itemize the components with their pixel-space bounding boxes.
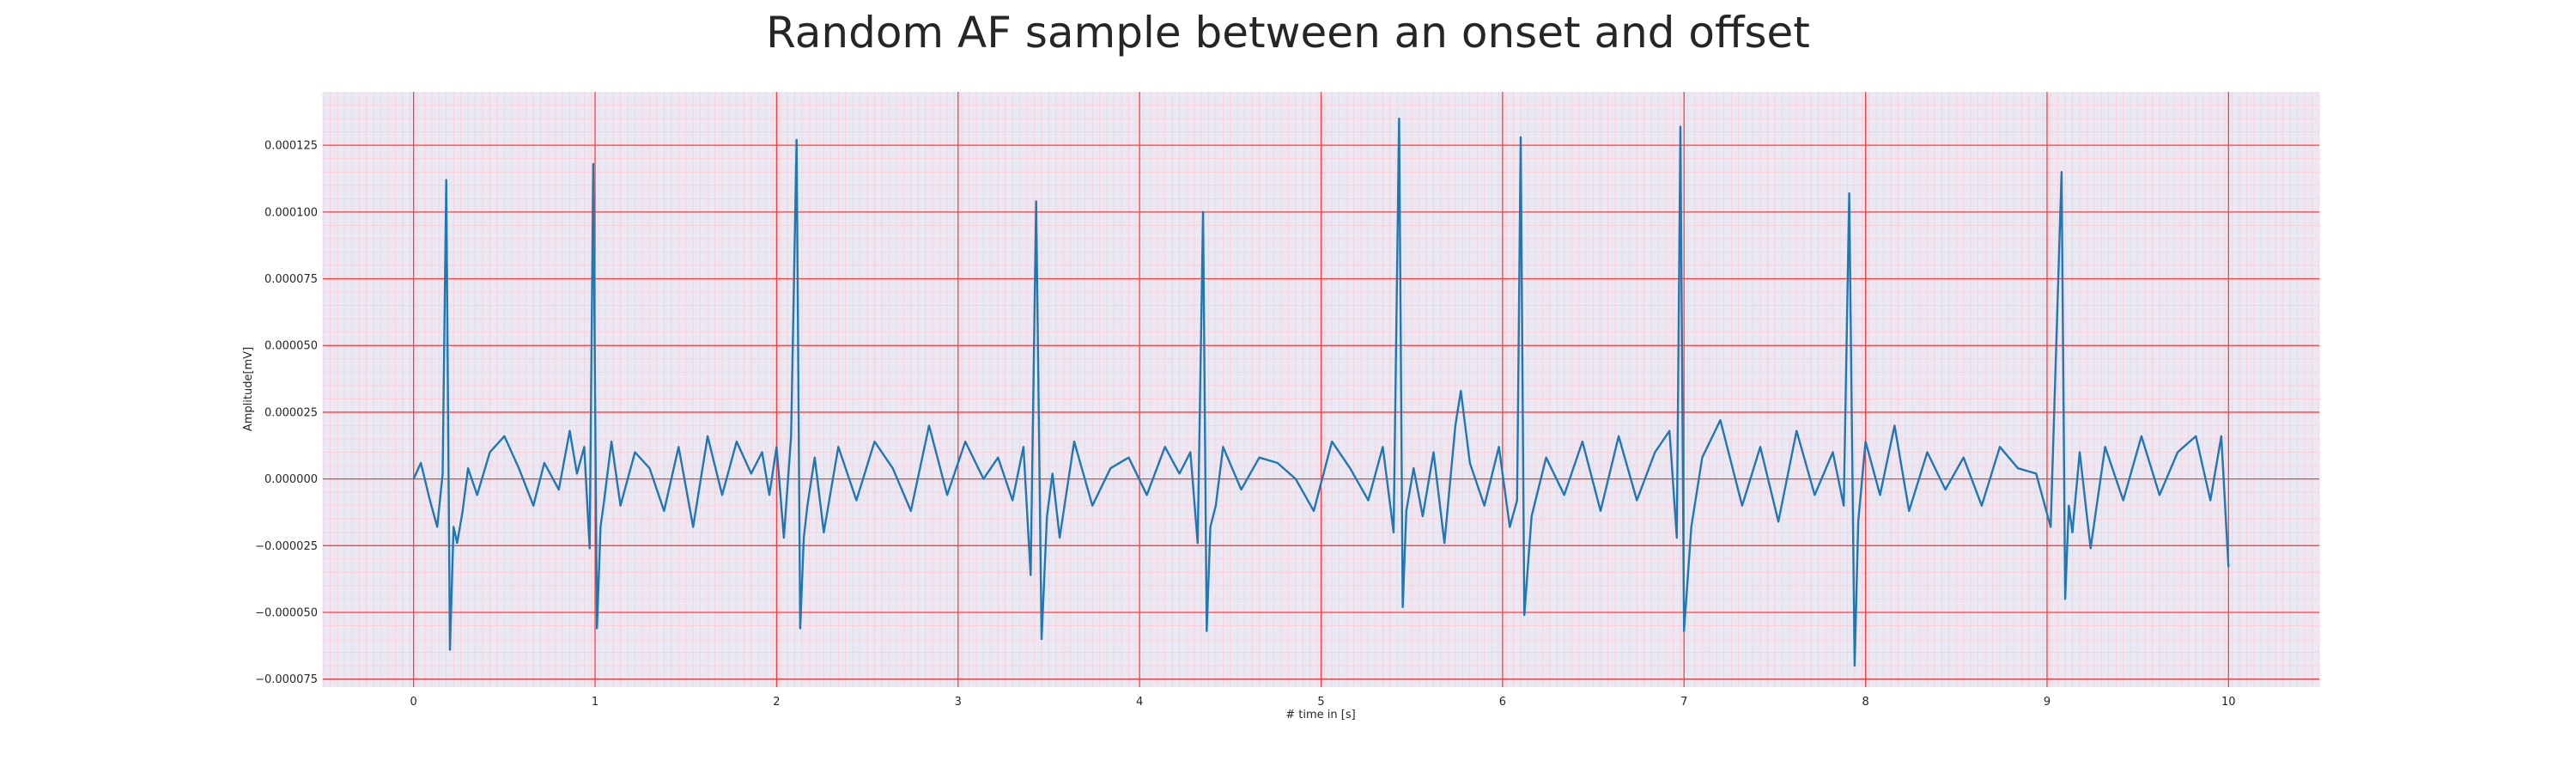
x-tick-labels: 0 1 2 3 4 5 6 7 8 9 10	[410, 696, 2236, 709]
x-tick-label: 10	[2221, 696, 2236, 709]
x-tick-label: 8	[1862, 696, 1868, 709]
major-grid	[323, 92, 2319, 687]
y-tick-label: 0.000125	[264, 140, 318, 153]
x-tick-label: 2	[773, 696, 780, 709]
y-tick-label: 0.000050	[264, 340, 318, 353]
x-tick-label: 0	[410, 696, 417, 709]
chart-title: Random AF sample between an onset and of…	[766, 8, 1810, 58]
x-tick-label: 9	[2044, 696, 2050, 709]
x-axis-label: # time in [s]	[1285, 709, 1355, 721]
x-tick-label: 3	[955, 696, 962, 709]
x-tick-label: 7	[1680, 696, 1687, 709]
y-axis-label: Amplitude[mV]	[242, 347, 255, 431]
y-tick-label: 0.000075	[264, 273, 318, 286]
x-tick-label: 4	[1136, 696, 1143, 709]
y-tick-label: −0.000050	[255, 606, 318, 619]
y-tick-label: 0.000025	[264, 406, 318, 419]
x-tick-label: 1	[592, 696, 598, 709]
y-tick-label: −0.000075	[255, 673, 318, 686]
series-line	[412, 117, 2230, 667]
y-tick-labels: −0.000075 −0.000050 −0.000025 0.000000 0.000…	[255, 140, 318, 687]
x-tick-label: 5	[1317, 696, 1324, 709]
y-tick-label: 0.000100	[264, 206, 318, 219]
y-tick-label: −0.000025	[255, 540, 318, 553]
y-tick-label: 0.000000	[264, 473, 318, 486]
x-tick-label: 6	[1499, 696, 1506, 709]
